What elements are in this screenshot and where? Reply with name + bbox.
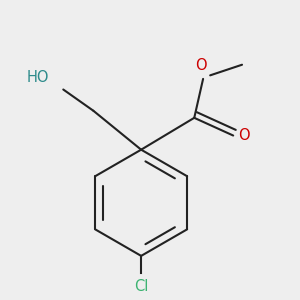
Text: HO: HO: [27, 70, 49, 85]
Text: O: O: [196, 58, 207, 73]
Text: Cl: Cl: [134, 279, 148, 294]
Text: O: O: [238, 128, 250, 143]
